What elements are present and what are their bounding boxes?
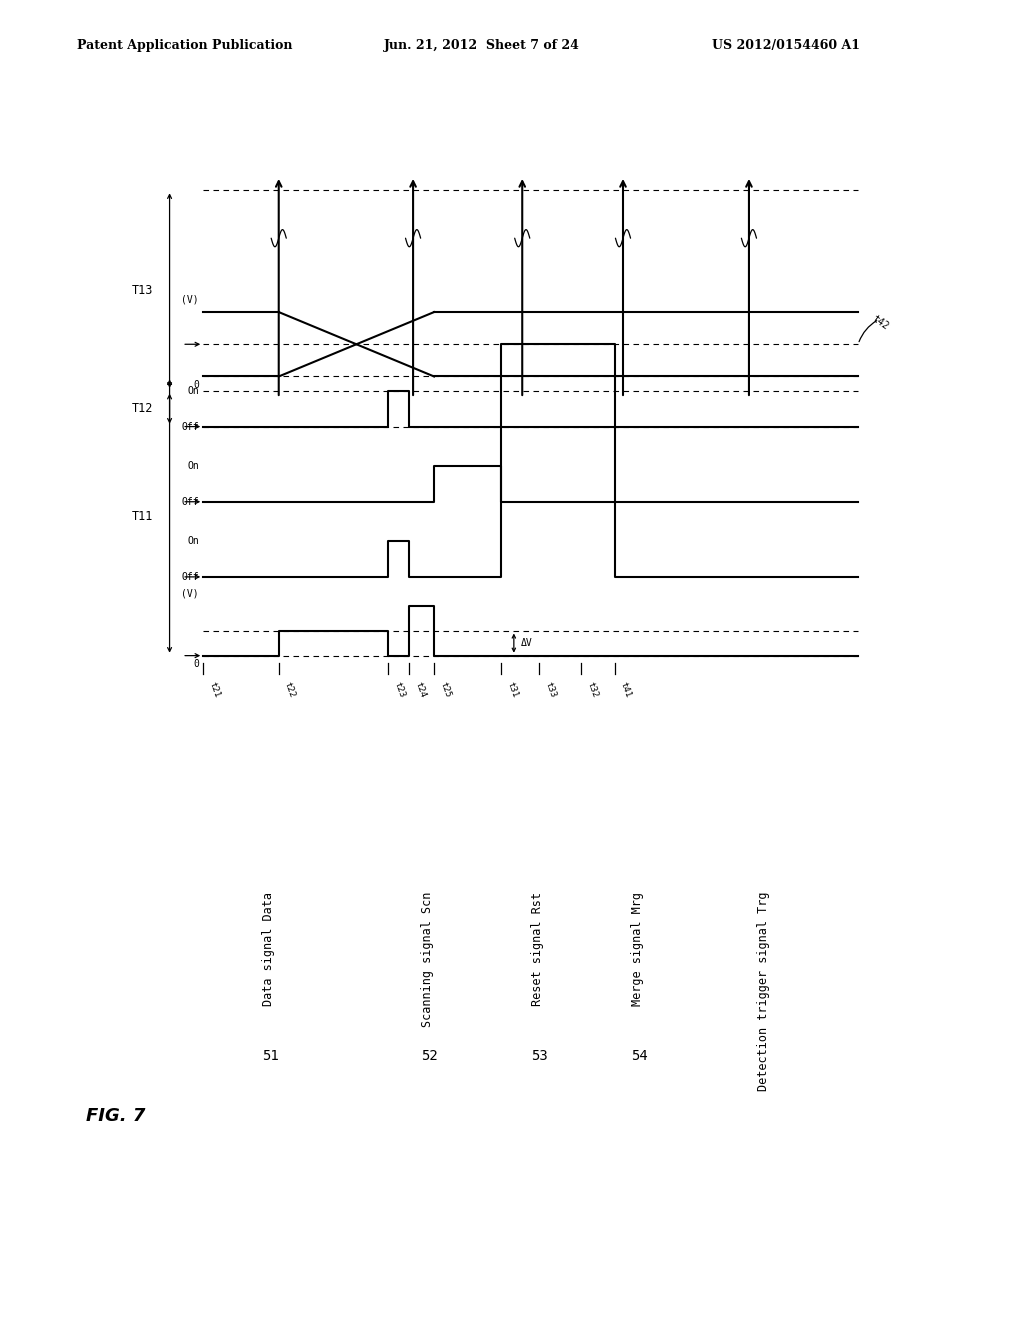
Text: Off: Off <box>181 421 199 432</box>
Text: t21: t21 <box>207 681 221 698</box>
Text: 53: 53 <box>530 1049 548 1064</box>
Text: 0: 0 <box>194 380 199 389</box>
Text: Off: Off <box>181 572 199 582</box>
Text: Patent Application Publication: Patent Application Publication <box>77 38 292 51</box>
Text: t31: t31 <box>506 681 519 698</box>
Text: FIG. 7: FIG. 7 <box>86 1106 145 1125</box>
Text: 51: 51 <box>262 1049 279 1064</box>
Text: On: On <box>187 536 199 546</box>
Text: Detection trigger signal Trg: Detection trigger signal Trg <box>758 892 770 1092</box>
Text: Jun. 21, 2012  Sheet 7 of 24: Jun. 21, 2012 Sheet 7 of 24 <box>384 38 580 51</box>
Text: t24: t24 <box>413 681 427 698</box>
Text: Data signal Data: Data signal Data <box>262 892 274 1006</box>
Text: t41: t41 <box>618 681 633 698</box>
Text: 0: 0 <box>194 659 199 669</box>
Text: Reset signal Rst: Reset signal Rst <box>530 892 544 1006</box>
Text: t22: t22 <box>283 681 297 698</box>
Text: (V): (V) <box>181 294 199 305</box>
Text: T11: T11 <box>131 510 153 523</box>
Text: t33: t33 <box>543 681 557 698</box>
Text: T13: T13 <box>131 284 153 297</box>
Text: On: On <box>187 385 199 396</box>
Text: Scanning signal Scn: Scanning signal Scn <box>422 892 434 1027</box>
Text: t25: t25 <box>438 681 453 698</box>
Text: 52: 52 <box>422 1049 438 1064</box>
Text: (V): (V) <box>181 589 199 598</box>
Text: Merge signal Mrg: Merge signal Mrg <box>632 892 644 1006</box>
Text: T12: T12 <box>131 403 153 416</box>
Text: US 2012/0154460 A1: US 2012/0154460 A1 <box>712 38 860 51</box>
Text: t32: t32 <box>585 681 599 698</box>
Text: On: On <box>187 461 199 471</box>
Text: Off: Off <box>181 496 199 507</box>
Text: ΔV: ΔV <box>520 638 532 648</box>
Text: 54: 54 <box>632 1049 648 1064</box>
Text: t42: t42 <box>870 314 891 331</box>
Text: t23: t23 <box>392 681 407 698</box>
